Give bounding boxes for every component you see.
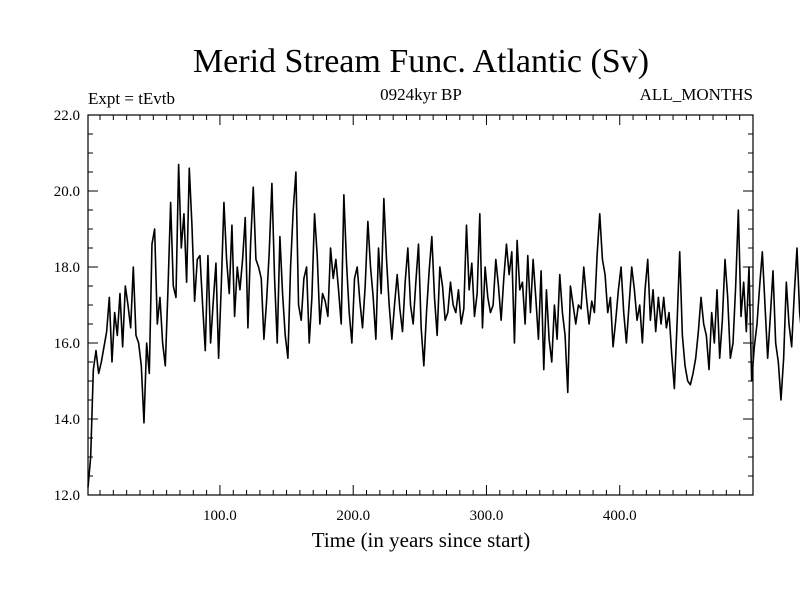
y-tick-label: 20.0 [54, 184, 80, 200]
series-line [87, 163, 800, 488]
y-tick-label: 18.0 [54, 260, 80, 276]
x-tick-label: 400.0 [603, 508, 637, 524]
x-axis: 100.0 200.0 300.0 400.0 [99, 115, 741, 524]
x-tick-label: 100.0 [203, 508, 237, 524]
x-tick-label: 300.0 [470, 508, 504, 524]
chart-title: Merid Stream Func. Atlantic (Sv) [193, 43, 649, 80]
x-tick-label: 200.0 [336, 508, 370, 524]
period-label: 0924kyr BP [380, 85, 462, 104]
experiment-label: Expt = tEvtb [88, 89, 175, 108]
y-tick-label: 12.0 [54, 488, 80, 504]
y-tick-label: 14.0 [54, 412, 80, 428]
x-axis-label: Time (in years since start) [312, 528, 531, 552]
months-label: ALL_MONTHS [640, 85, 753, 104]
y-tick-label: 16.0 [54, 336, 80, 352]
y-tick-label: 22.0 [54, 108, 80, 124]
